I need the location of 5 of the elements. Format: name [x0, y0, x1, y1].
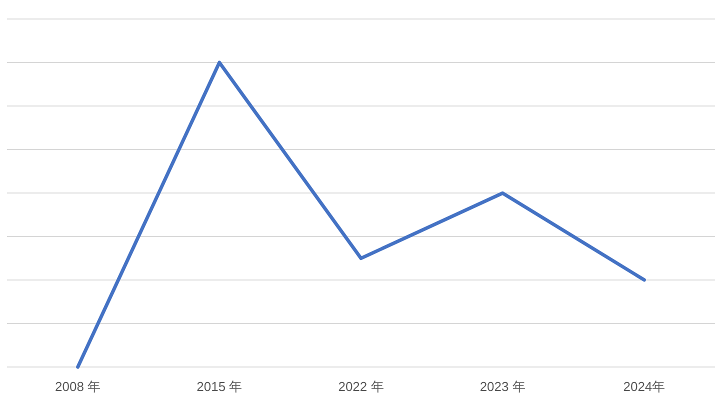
x-tick-label: 2022 年 [338, 379, 384, 394]
x-tick-label: 2015 年 [196, 379, 242, 394]
x-tick-label: 2023 年 [480, 379, 526, 394]
x-tick-label: 2008 年 [55, 379, 101, 394]
x-tick-label: 2024年 [623, 379, 666, 394]
